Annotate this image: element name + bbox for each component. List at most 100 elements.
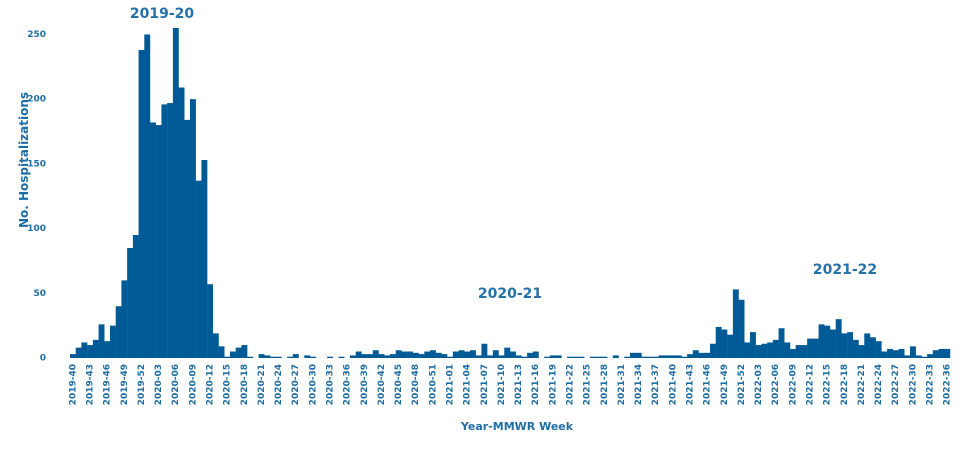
bar — [904, 355, 911, 358]
bar — [772, 339, 779, 358]
x-tick-label: 2022-06 — [771, 364, 781, 405]
x-tick-label: 2021-25 — [583, 364, 593, 405]
x-tick-label: 2020-12 — [206, 364, 216, 405]
x-tick-label: 2020-30 — [308, 364, 318, 405]
bar — [190, 99, 196, 359]
bar — [327, 356, 334, 358]
bar — [910, 346, 916, 358]
bar — [110, 325, 116, 358]
x-tick-label: 2022-03 — [754, 364, 764, 405]
y-tick-label: 250 — [27, 30, 46, 40]
bar — [544, 356, 551, 358]
bar — [932, 350, 939, 358]
bar — [304, 355, 311, 358]
bar — [858, 345, 865, 358]
x-tick-label: 2020-33 — [326, 364, 336, 405]
x-tick-label: 2019-46 — [103, 364, 113, 405]
bar — [710, 343, 716, 358]
bar — [264, 355, 271, 358]
y-tick-label: 0 — [40, 354, 46, 364]
x-tick-label: 2020-15 — [223, 364, 233, 405]
bar — [230, 351, 236, 358]
bar — [721, 329, 728, 358]
x-tick-label: 2020-09 — [188, 364, 198, 405]
bar — [224, 356, 231, 358]
x-tick-label: 2021-16 — [531, 364, 541, 405]
bar — [898, 348, 905, 358]
bar — [715, 326, 722, 358]
y-tick-label: 200 — [27, 95, 46, 105]
x-tick-label: 2021-28 — [600, 364, 610, 405]
x-tick-label: 2021-40 — [668, 364, 678, 405]
bar — [395, 350, 402, 358]
bar — [778, 328, 785, 358]
bar — [887, 348, 894, 358]
bar — [218, 346, 225, 358]
x-tick-label: 2019-40 — [68, 364, 78, 405]
bar — [572, 356, 579, 358]
bar — [590, 356, 596, 358]
annotation: 2020-21 — [478, 286, 542, 302]
bar — [801, 345, 808, 358]
bar — [527, 352, 534, 358]
x-tick-label: 2020-39 — [360, 364, 370, 405]
bar — [727, 334, 734, 358]
bar — [184, 119, 191, 358]
bar — [195, 180, 202, 358]
bar — [447, 356, 454, 358]
bar — [738, 299, 745, 358]
bar — [927, 354, 934, 358]
bar — [795, 345, 802, 358]
x-tick-label: 2022-33 — [926, 364, 936, 405]
x-tick-label: 2021-13 — [514, 364, 524, 405]
bar — [98, 324, 105, 358]
bar — [127, 248, 134, 358]
bar — [510, 351, 516, 358]
bar — [698, 352, 705, 358]
bar — [578, 356, 585, 358]
x-axis-title: Year-MMWR Week — [460, 420, 574, 433]
bar — [435, 352, 442, 358]
bar — [504, 347, 511, 358]
bar — [921, 356, 928, 358]
bar — [207, 284, 214, 358]
bar — [612, 355, 619, 358]
bar — [761, 343, 768, 358]
bar — [87, 345, 94, 358]
bar — [275, 356, 282, 358]
bar — [670, 355, 676, 358]
x-tick-label: 2020-03 — [154, 364, 164, 405]
bar — [481, 343, 488, 358]
x-tick-label: 2021-07 — [480, 364, 490, 405]
x-tick-label: 2020-48 — [411, 364, 421, 405]
bar — [818, 324, 825, 358]
bar — [915, 355, 922, 358]
x-tick-label: 2020-27 — [291, 364, 301, 405]
bar — [292, 354, 299, 358]
bar — [692, 350, 699, 358]
bar — [350, 355, 356, 358]
x-tick-label: 2019-43 — [86, 364, 96, 405]
bar — [452, 351, 459, 358]
x-tick-label: 2022-21 — [857, 364, 867, 405]
x-tick-label: 2021-34 — [634, 364, 644, 405]
x-tick-label: 2021-37 — [651, 364, 661, 405]
y-tick-label: 50 — [33, 289, 46, 299]
x-tick-label: 2019-52 — [137, 364, 147, 405]
bar — [287, 356, 294, 358]
x-tick-label: 2022-09 — [788, 364, 798, 405]
bar — [121, 280, 128, 358]
bar — [310, 356, 316, 358]
y-axis-title: No. Hospitalizations — [17, 92, 31, 228]
bar — [470, 350, 476, 358]
x-tick-label: 2021-52 — [737, 364, 747, 405]
x-tick-label: 2022-24 — [874, 364, 884, 405]
bar — [258, 354, 265, 358]
bar — [475, 355, 482, 358]
bar — [235, 347, 242, 358]
bar — [595, 356, 602, 358]
bar — [750, 332, 756, 358]
bar — [498, 355, 505, 358]
bar — [601, 356, 608, 358]
bar — [944, 348, 951, 358]
